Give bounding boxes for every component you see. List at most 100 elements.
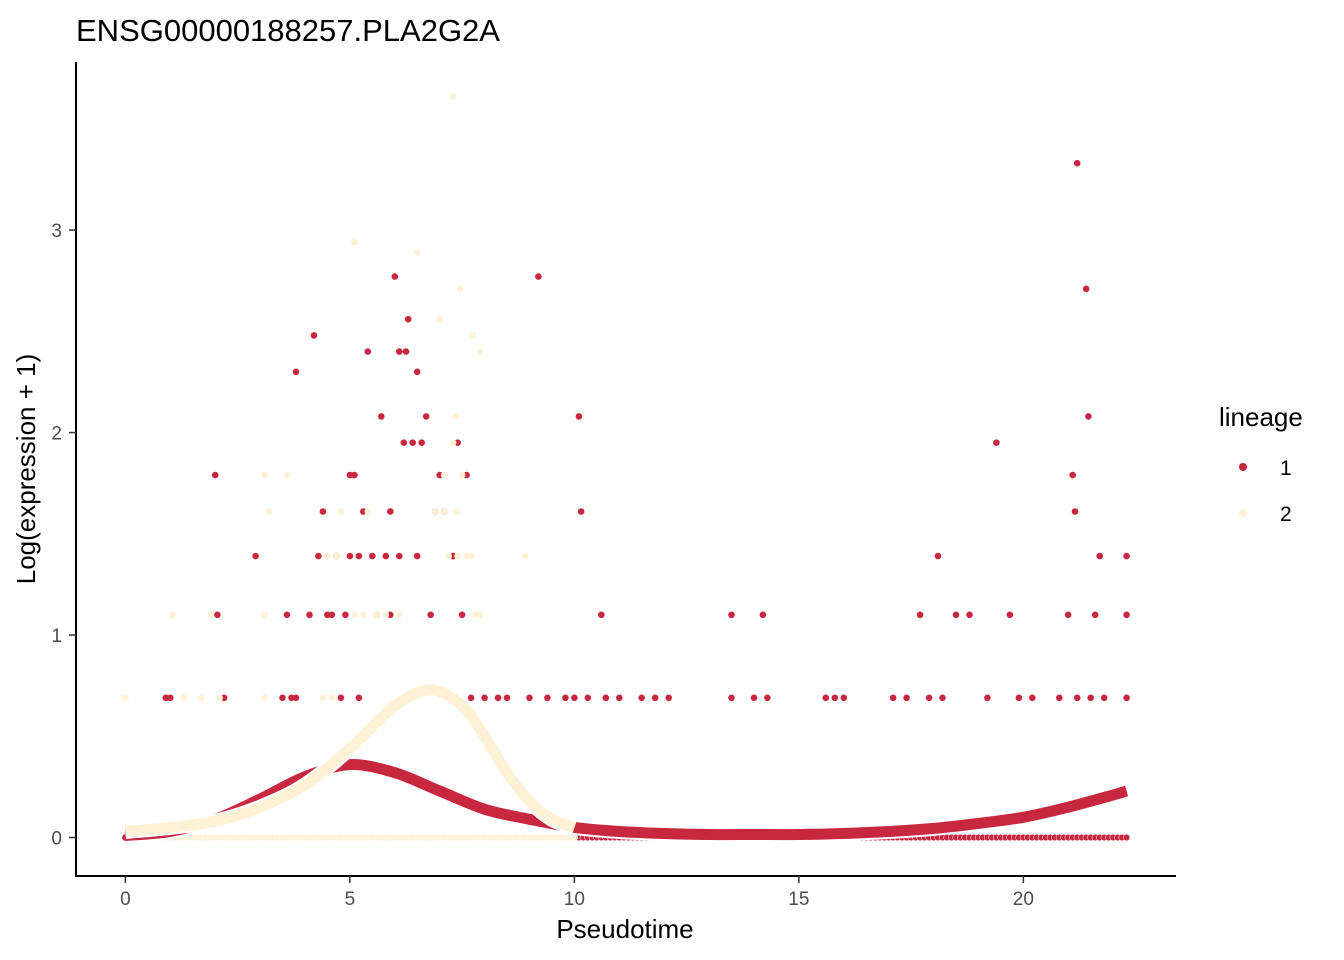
data-point-lineage-1	[1029, 694, 1036, 702]
data-point-lineage-1	[602, 694, 610, 702]
data-point-lineage-2	[436, 315, 444, 323]
data-point-lineage-1	[494, 694, 502, 702]
data-point-lineage-1	[562, 694, 569, 702]
data-point-lineage-1	[651, 694, 659, 702]
data-point-lineage-2	[261, 694, 268, 702]
data-point-lineage-1	[396, 552, 403, 560]
data-point-lineage-1	[351, 471, 358, 479]
y-tick-label: 1	[51, 626, 62, 647]
data-point-lineage-1	[214, 611, 221, 619]
x-tick-label: 20	[1013, 889, 1034, 910]
data-point-lineage-1	[306, 611, 313, 619]
data-point-lineage-2	[283, 471, 291, 479]
data-point-lineage-1	[903, 694, 910, 702]
data-point-lineage-1	[279, 694, 286, 702]
x-tick-label: 5	[345, 889, 356, 910]
data-point-lineage-1	[764, 694, 771, 702]
fitted-curve-lineage-1	[124, 759, 1129, 841]
data-point-lineage-1	[346, 552, 354, 560]
data-point-lineage-1	[315, 552, 322, 560]
data-point-lineage-2	[198, 694, 205, 702]
data-point-lineage-1	[1073, 159, 1081, 167]
data-point-lineage-1	[728, 611, 735, 619]
data-point-lineage-1	[993, 439, 1000, 447]
data-point-lineage-2	[373, 611, 381, 619]
data-point-lineage-1	[211, 471, 219, 479]
data-point-lineage-1	[984, 694, 991, 702]
chart-title: ENSG00000188257.PLA2G2A	[76, 13, 500, 48]
data-point-lineage-1	[396, 348, 403, 355]
data-point-lineage-2	[169, 611, 176, 619]
data-point-lineage-2	[476, 348, 484, 355]
data-point-lineage-1	[1123, 552, 1130, 560]
data-point-lineage-2	[470, 332, 477, 339]
data-point-lineage-2	[452, 413, 459, 420]
data-point-lineage-1	[413, 552, 421, 560]
data-point-lineage-1	[952, 611, 960, 619]
data-point-lineage-2	[122, 694, 129, 702]
data-point-lineage-2	[382, 611, 390, 619]
data-point-lineage-1	[503, 694, 511, 702]
y-tick-label: 2	[51, 424, 62, 445]
data-point-lineage-2	[456, 285, 464, 293]
data-point-lineage-1	[831, 694, 839, 702]
x-tick-label: 0	[120, 889, 131, 910]
data-point-lineage-1	[925, 694, 933, 702]
data-point-lineage-2	[521, 552, 529, 560]
y-axis-ticks: 0 1 2 3	[51, 221, 76, 850]
data-point-lineage-1	[1069, 471, 1076, 479]
data-point-lineage-1	[638, 694, 645, 702]
legend-key-lineage-2	[1239, 509, 1247, 517]
data-point-lineage-1	[328, 611, 336, 619]
data-point-lineage-2	[440, 471, 448, 479]
data-point-lineage-2	[337, 508, 345, 515]
data-point-lineage-1	[665, 694, 672, 702]
legend-label-lineage-1: 1	[1280, 457, 1292, 480]
data-point-lineage-1	[167, 694, 174, 702]
data-point-lineage-1	[728, 694, 735, 702]
data-point-lineage-1	[409, 439, 417, 447]
data-point-lineage-2	[216, 694, 223, 702]
data-point-lineage-1	[759, 611, 767, 619]
data-point-lineage-1	[1123, 611, 1130, 619]
data-point-lineage-1	[337, 694, 345, 702]
data-point-lineage-2	[449, 439, 457, 447]
data-point-lineage-1	[467, 694, 475, 702]
data-point-lineage-2	[431, 508, 439, 515]
data-point-lineage-1	[422, 413, 430, 420]
data-point-lineage-1	[544, 694, 551, 702]
data-point-lineage-1	[458, 611, 466, 619]
legend: lineage 1 2	[1219, 402, 1303, 526]
data-point-lineage-1	[1015, 694, 1023, 702]
y-axis-title: Log(expression + 1)	[11, 354, 41, 585]
data-point-lineage-1	[1123, 694, 1130, 702]
data-point-lineage-2	[458, 471, 466, 479]
data-point-lineage-1	[418, 439, 426, 447]
data-point-lineage-1	[481, 694, 488, 702]
data-point-lineage-1	[526, 694, 533, 702]
data-point-lineage-2	[351, 611, 358, 619]
y-tick-label: 0	[51, 829, 62, 850]
data-point-lineage-1	[378, 413, 385, 420]
data-point-lineage-2	[440, 508, 448, 515]
data-point-lineage-1	[310, 332, 318, 339]
data-point-lineage-1	[575, 413, 583, 420]
data-point-lineage-2	[265, 508, 273, 515]
data-point-lineage-1	[1096, 552, 1103, 560]
y-tick-label: 3	[51, 221, 62, 242]
x-tick-label: 10	[564, 889, 585, 910]
data-point-lineage-1	[1100, 694, 1108, 702]
data-point-lineage-1	[387, 508, 394, 515]
data-point-lineage-1	[571, 694, 578, 702]
data-point-lineage-1	[1091, 611, 1099, 619]
data-point-lineage-1	[355, 694, 363, 702]
data-point-lineage-1	[1073, 694, 1081, 702]
data-point-lineage-1	[319, 508, 327, 515]
data-point-lineage-1	[342, 611, 349, 619]
fitted-curve-lineage-2	[124, 684, 577, 837]
data-point-lineage-1	[391, 273, 399, 280]
data-point-lineage-1	[822, 694, 830, 702]
data-point-lineage-1	[283, 611, 291, 619]
zero-point-lineage-1	[1123, 833, 1131, 842]
data-point-lineage-1	[413, 368, 421, 376]
